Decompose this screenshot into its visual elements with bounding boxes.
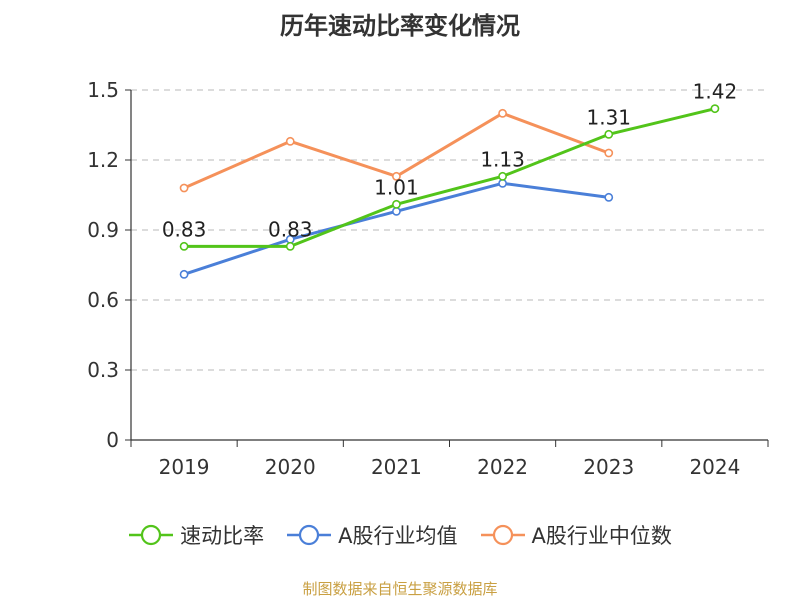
- data-label: 1.42: [693, 80, 738, 104]
- legend-label: 速动比率: [180, 524, 265, 548]
- y-tick-label: 0: [106, 428, 119, 452]
- data-labels: 0.83 0.83 1.01 1.13 1.31 1.42: [162, 80, 737, 242]
- chart-title: 历年速动比率变化情况: [280, 12, 520, 40]
- data-point: [498, 108, 507, 118]
- x-tick-label: 2023: [583, 455, 634, 479]
- data-point: [392, 171, 401, 181]
- x-tick-label: 2019: [159, 455, 210, 479]
- x-tick-label: 2020: [265, 455, 316, 479]
- legend-item[interactable]: A股行业均值: [286, 520, 458, 550]
- data-point: [392, 199, 401, 209]
- axes: 0 0.3 0.6 0.9 1.2 1.5 2019 2020 2021 2022 2023 2024: [87, 78, 769, 479]
- x-tick-label: 2022: [477, 455, 528, 479]
- data-point: [285, 136, 295, 146]
- data-point: [392, 206, 401, 216]
- y-tick-label: 1.2: [87, 148, 119, 172]
- data-label: 0.83: [268, 217, 313, 241]
- y-tick-label: 0.9: [87, 218, 119, 242]
- data-point: [710, 104, 720, 114]
- data-point: [604, 148, 614, 158]
- x-tick-label: 2021: [371, 455, 422, 479]
- data-point: [285, 241, 295, 251]
- legend-item[interactable]: A股行业中位数: [480, 520, 672, 550]
- data-label: 1.13: [480, 147, 525, 171]
- y-tick-label: 0.3: [87, 358, 119, 382]
- legend-label: A股行业中位数: [531, 524, 672, 548]
- legend-item[interactable]: 速动比率: [128, 520, 264, 550]
- y-tick-label: 1.5: [87, 78, 119, 102]
- grid-lines: [131, 89, 768, 371]
- data-label: 1.01: [374, 175, 419, 199]
- data-point: [604, 129, 614, 139]
- data-point: [604, 192, 614, 202]
- data-point: [179, 241, 189, 251]
- y-tick-label: 0.6: [87, 288, 119, 312]
- data-point: [179, 269, 189, 279]
- data-point: [179, 183, 189, 193]
- data-label: 0.83: [162, 217, 207, 241]
- legend-marker-icon: [287, 524, 332, 546]
- legend-marker-icon: [129, 524, 174, 546]
- data-point: [498, 178, 507, 188]
- series-line-0: [184, 107, 716, 248]
- data-point: [498, 171, 507, 181]
- legend-label: A股行业均值: [338, 524, 458, 548]
- legend: 速动比率 A股行业均值 A股行业中位数: [0, 520, 800, 550]
- source-note: 制图数据来自恒生聚源数据库: [302, 580, 498, 598]
- x-tick-label: 2024: [689, 455, 740, 479]
- series-lines: [179, 104, 720, 279]
- data-label: 1.31: [586, 105, 631, 129]
- legend-marker-icon: [480, 524, 525, 546]
